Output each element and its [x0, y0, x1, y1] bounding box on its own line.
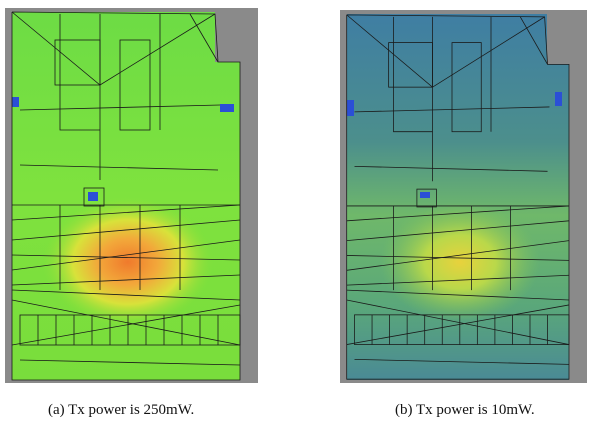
heatmap-a [5, 8, 258, 383]
caption: (b) Tx power is 10mW. [395, 402, 535, 418]
caption: (a) Tx power is 250mW. [48, 402, 195, 418]
heatmap-b [340, 10, 587, 383]
